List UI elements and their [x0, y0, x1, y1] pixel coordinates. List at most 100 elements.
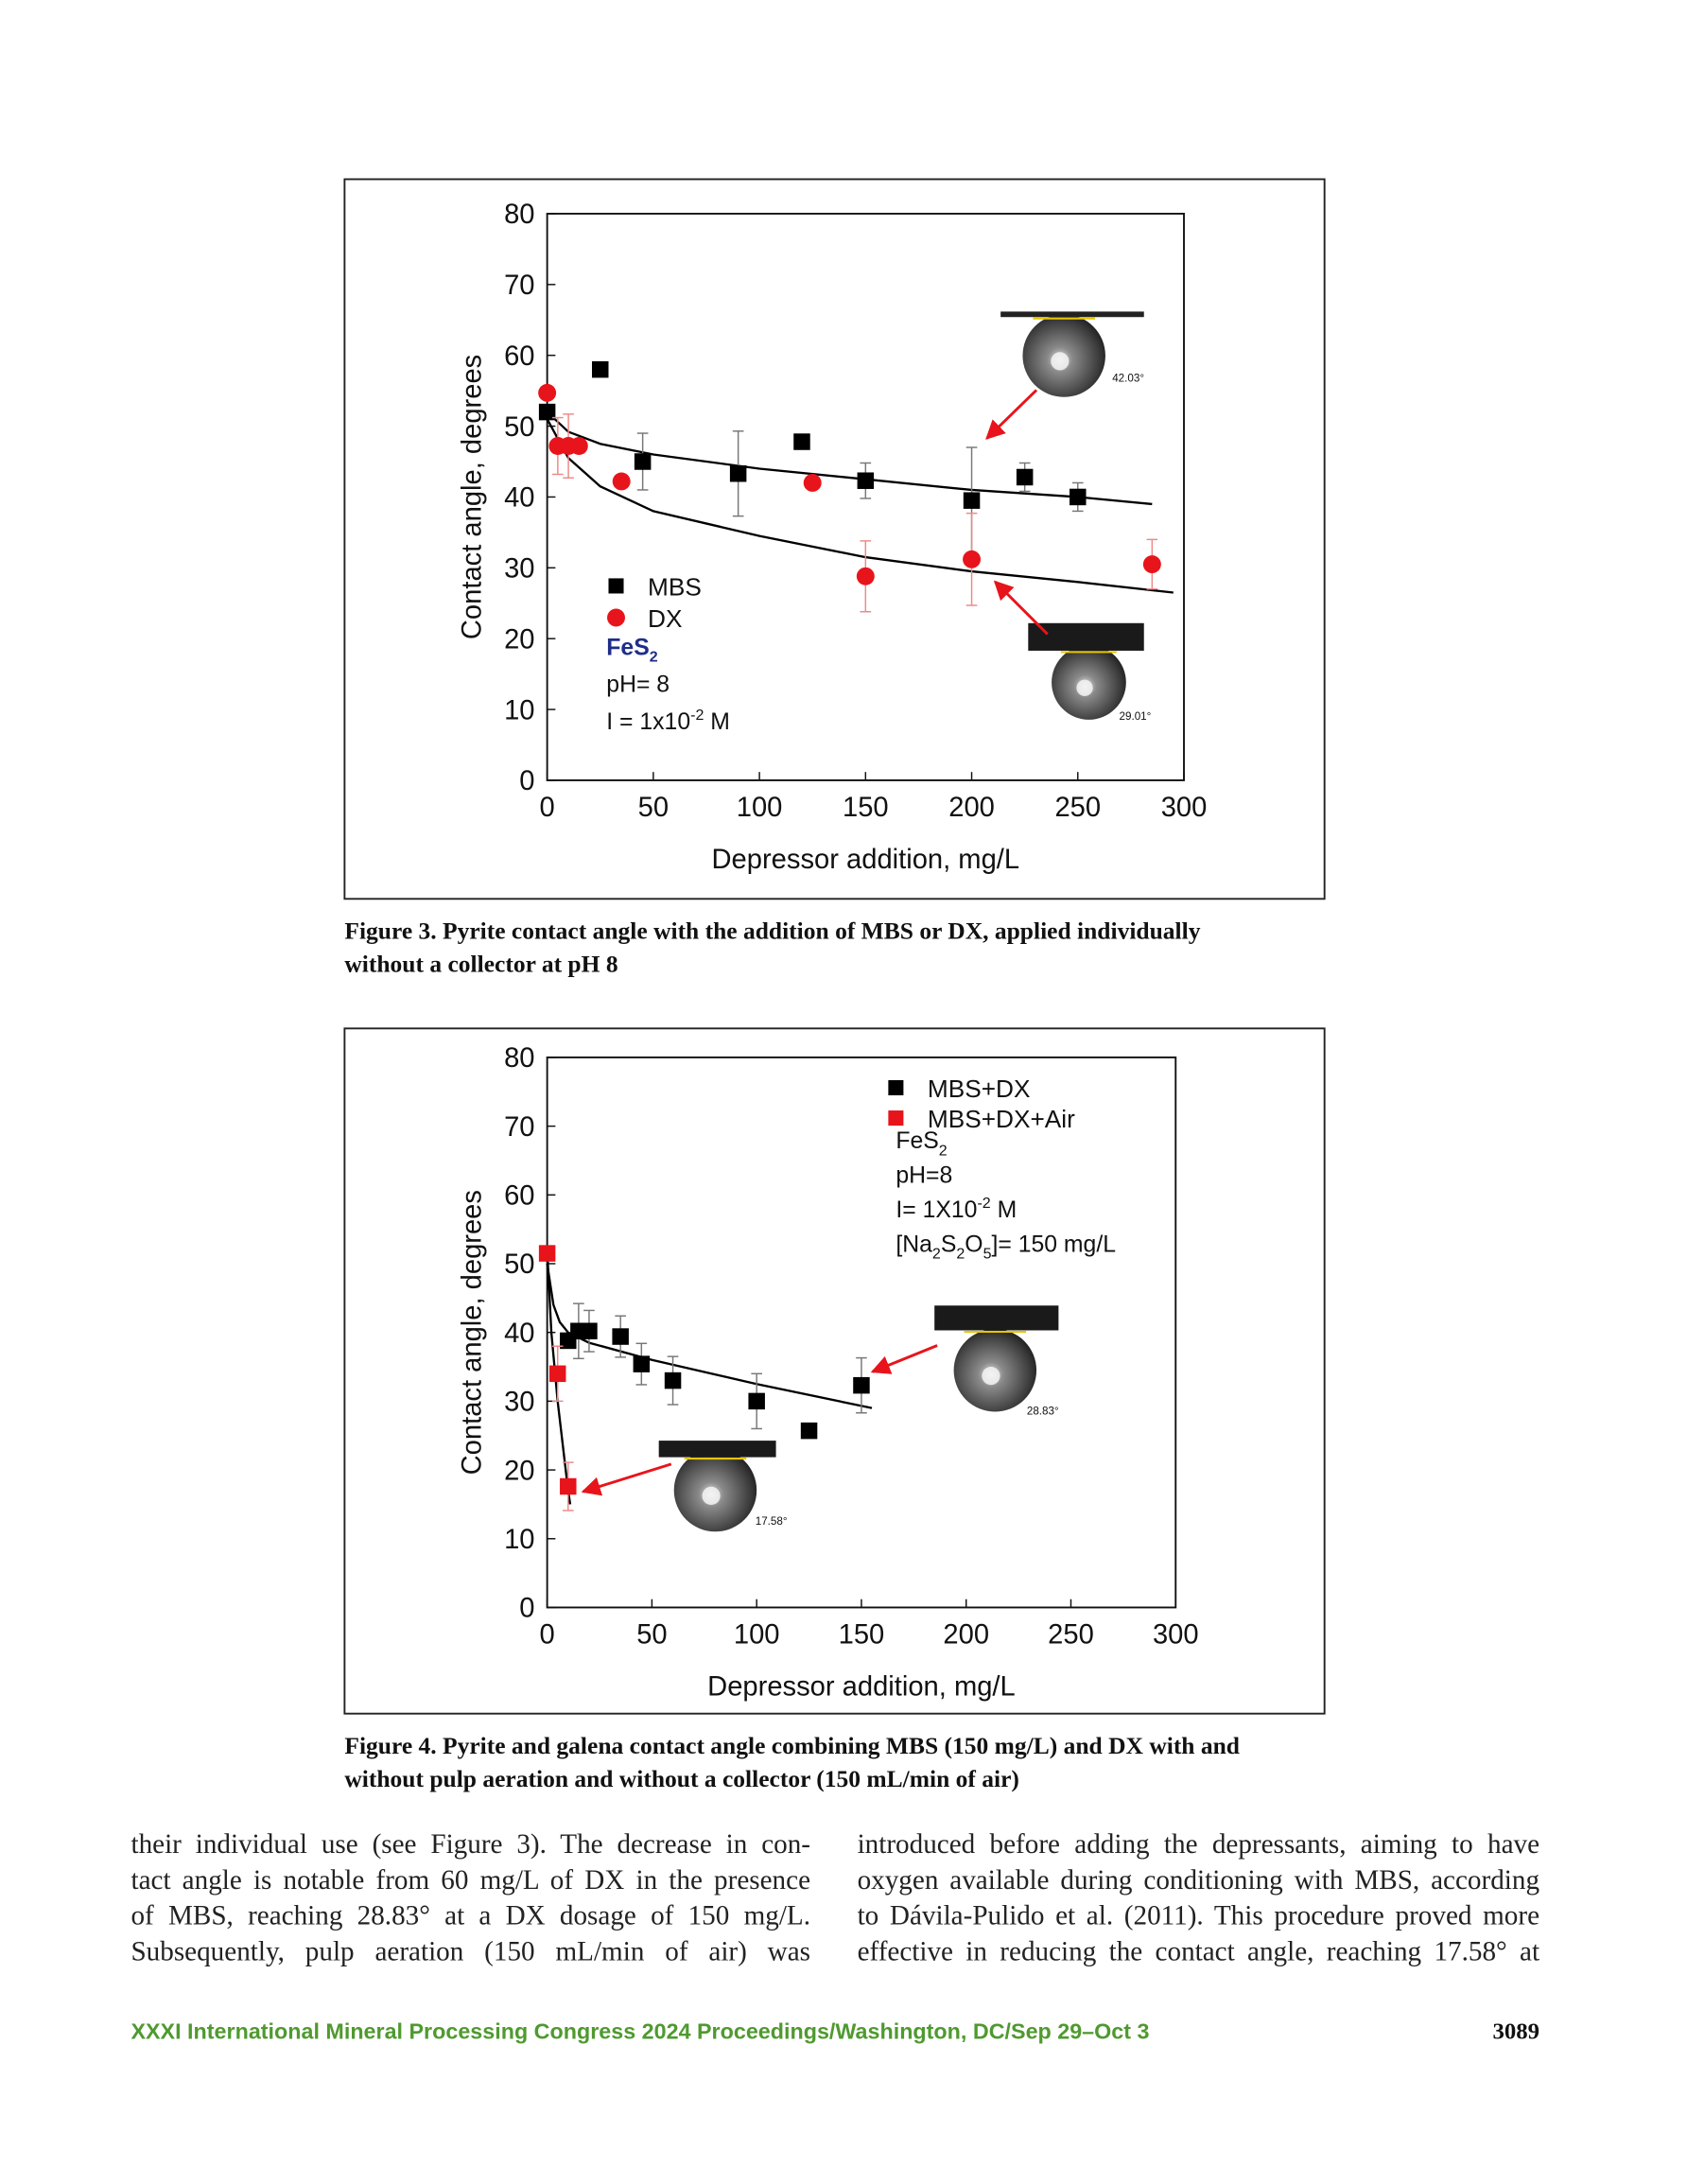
- marker: [569, 437, 588, 455]
- annotation: FeS2: [896, 1128, 947, 1159]
- arrow: [985, 389, 1038, 440]
- annotation: I = 1x10-2 M: [606, 707, 730, 735]
- annotation-part: M: [991, 1197, 1017, 1223]
- x-tick-label: 300: [1161, 793, 1208, 823]
- droplet-highlight: [1076, 679, 1093, 696]
- text-line: effective in reducing the contact angle,…: [857, 1936, 1540, 1967]
- text-line: introduced before adding the depressants…: [857, 1829, 1540, 1861]
- droplet-highlight: [982, 1366, 1000, 1386]
- y-tick-label: 80: [504, 200, 534, 230]
- legend-marker: [888, 1079, 904, 1095]
- marker: [800, 1422, 818, 1440]
- x-tick-label: 250: [1054, 793, 1101, 823]
- y-tick-label: 60: [504, 1181, 534, 1212]
- marker: [793, 433, 810, 450]
- annotation-part: FeS: [896, 1128, 938, 1154]
- y-tick-label: 40: [504, 1319, 534, 1349]
- annotation-part: S: [941, 1232, 957, 1257]
- x-tick-label: 200: [948, 793, 995, 823]
- x-tick-label: 300: [1153, 1619, 1199, 1650]
- fit-curve: [546, 411, 1153, 506]
- annotation-part: M: [704, 709, 730, 735]
- figure-caption: Figure 4. Pyrite and galena contact angl…: [344, 1732, 1240, 1759]
- x-tick-label: 250: [1048, 1619, 1094, 1650]
- text-line: Subsequently, pulp aeration (150 mL/min …: [130, 1936, 811, 1967]
- annotation-part: 2: [650, 649, 658, 666]
- text-line: tact angle is notable from 60 mg/L of DX…: [130, 1865, 811, 1896]
- x-tick-label: 100: [734, 1619, 780, 1650]
- page-number: 3089: [1493, 2019, 1540, 2045]
- annotation-part: 2: [939, 1142, 948, 1159]
- figure-caption: without a collector at pH 8: [344, 951, 617, 978]
- annotation: pH=8: [896, 1163, 952, 1189]
- annotation-part: I = 1x10: [606, 709, 690, 735]
- y-tick-label: 50: [504, 1249, 534, 1280]
- text-column: introduced before adding the depressants…: [857, 1829, 1540, 1967]
- marker: [538, 1245, 556, 1262]
- text-line: oxygen available during conditioning wit…: [857, 1865, 1540, 1896]
- annotation-part: ]= 150 mg/L: [991, 1232, 1115, 1257]
- annotation-part: 2: [956, 1246, 965, 1263]
- marker: [1016, 468, 1034, 486]
- y-tick-label: 70: [504, 1112, 534, 1143]
- marker: [633, 1355, 651, 1372]
- annotation-part: pH=8: [896, 1163, 952, 1189]
- figure-frame: [343, 178, 1326, 900]
- substrate: [658, 1441, 776, 1458]
- y-tick-label: 20: [504, 1456, 534, 1486]
- annotation: I= 1X10-2 M: [896, 1195, 1017, 1223]
- y-tick-label: 30: [504, 1388, 534, 1418]
- marker: [1142, 555, 1161, 574]
- legend-marker: [607, 608, 625, 627]
- marker: [548, 1365, 566, 1383]
- marker: [729, 464, 747, 482]
- y-tick-label: 70: [504, 271, 534, 301]
- text-line: of MBS, reaching 28.83° at a DX dosage o…: [130, 1900, 811, 1931]
- arrow: [581, 1462, 672, 1496]
- marker: [857, 472, 875, 489]
- legend-marker: [608, 578, 624, 594]
- arrow: [993, 580, 1049, 636]
- inset-label: 17.58°: [756, 1515, 788, 1528]
- text-line: their individual use (see Figure 3). The…: [130, 1829, 811, 1861]
- x-tick-label: 50: [638, 793, 669, 823]
- x-tick-label: 150: [839, 1619, 885, 1650]
- annotation-part: O: [965, 1232, 983, 1257]
- marker: [592, 360, 609, 378]
- x-tick-label: 0: [540, 1619, 555, 1650]
- annotation-part: 2: [932, 1246, 941, 1263]
- figure-frame: [343, 1027, 1326, 1715]
- inset-label: 42.03°: [1112, 373, 1144, 385]
- y-tick-label: 0: [519, 1594, 534, 1624]
- y-tick-label: 50: [504, 412, 534, 443]
- annotation-part: -2: [977, 1195, 990, 1212]
- marker: [664, 1372, 682, 1389]
- y-tick-label: 0: [519, 766, 534, 796]
- y-tick-label: 20: [504, 624, 534, 655]
- marker: [1070, 488, 1087, 506]
- y-tick-label: 60: [504, 341, 534, 372]
- substrate: [1028, 622, 1144, 651]
- y-tick-label: 30: [504, 554, 534, 585]
- footer-text: XXXI International Mineral Processing Co…: [130, 2019, 1149, 2044]
- y-tick-label: 80: [504, 1043, 534, 1074]
- x-tick-label: 50: [636, 1619, 667, 1650]
- arrow: [870, 1344, 938, 1374]
- legend-label: MBS+DX+Air: [928, 1105, 1075, 1133]
- marker: [748, 1392, 765, 1410]
- fit-curve: [546, 418, 1174, 594]
- inset-label: 28.83°: [1027, 1405, 1059, 1417]
- marker: [538, 403, 556, 421]
- annotation: FeS2: [606, 635, 657, 665]
- marker: [612, 472, 631, 491]
- y-tick-label: 10: [504, 1525, 534, 1555]
- annotation-part: -2: [690, 707, 704, 724]
- marker: [634, 453, 652, 470]
- y-axis-label: Contact angle, degrees: [458, 1190, 488, 1475]
- inset-label: 29.01°: [1120, 710, 1152, 723]
- marker: [560, 1477, 577, 1495]
- droplet-highlight: [702, 1486, 721, 1506]
- text-column: their individual use (see Figure 3). The…: [130, 1829, 811, 1967]
- x-tick-label: 0: [540, 793, 555, 823]
- figure-caption: without pulp aeration and without a coll…: [344, 1765, 1019, 1792]
